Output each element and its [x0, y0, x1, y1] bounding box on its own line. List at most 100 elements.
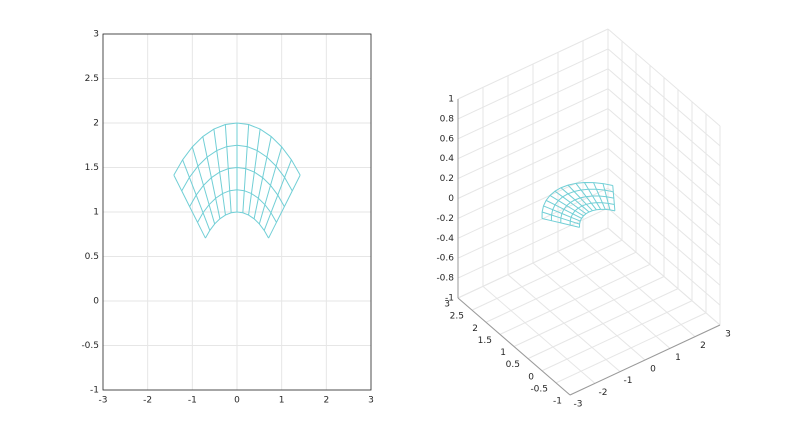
- axes-box: [102, 33, 372, 391]
- z-tick-label: -1: [445, 294, 454, 304]
- mesh-spoke: [224, 124, 232, 213]
- mesh-spoke: [602, 183, 611, 211]
- z-tick-label: 0.2: [440, 174, 454, 184]
- x-tick-label: 0: [234, 396, 240, 406]
- x-tick-label: -3: [99, 396, 108, 406]
- grid-line: [499, 263, 651, 335]
- mesh-spoke: [560, 187, 590, 213]
- mesh-spoke: [248, 128, 261, 216]
- y-tick-label: 0.5: [85, 252, 99, 262]
- z-tick-label: -0.4: [436, 234, 454, 244]
- grid-line: [607, 207, 721, 306]
- grid-line: [457, 68, 609, 140]
- y-tick-label: 2.5: [450, 312, 464, 322]
- y-tick-label: -0.5: [530, 384, 548, 394]
- y-tick-label: 1.5: [478, 336, 492, 346]
- grid-line: [607, 48, 721, 147]
- x-tick-label: 2: [700, 341, 706, 351]
- grid-line: [457, 147, 609, 219]
- grid-line: [457, 28, 609, 100]
- y-tick-label: -1: [90, 386, 99, 396]
- mesh-spoke: [543, 205, 581, 222]
- mesh-spoke: [541, 211, 580, 225]
- grid-line: [607, 28, 721, 127]
- mesh-spoke: [549, 195, 584, 217]
- grid-line: [527, 288, 679, 360]
- mesh-spoke: [612, 185, 616, 211]
- grid-line: [607, 88, 721, 187]
- grid-line: [541, 300, 693, 372]
- axis-line: [457, 297, 571, 396]
- x-tick-label: 3: [368, 396, 374, 406]
- grid-line: [607, 227, 721, 326]
- mesh-ring: [541, 182, 613, 219]
- z-tick-label: -0.6: [436, 254, 454, 264]
- z-tick-label: 0.6: [440, 134, 455, 144]
- grid-line: [457, 167, 609, 239]
- grid-line: [607, 187, 721, 286]
- grid-line: [607, 148, 721, 246]
- mesh-spoke: [253, 136, 272, 219]
- x-tick-label: 1: [675, 353, 681, 363]
- y-tick-label: 1: [93, 208, 99, 218]
- grid-line: [485, 251, 637, 323]
- grid-line: [457, 108, 609, 180]
- y-tick-label: 2: [472, 324, 478, 334]
- x-tick-label: 1: [279, 396, 285, 406]
- y-tick-label: 0: [93, 297, 99, 307]
- mesh-spoke: [173, 174, 206, 239]
- x-tick-label: -3: [574, 400, 583, 410]
- grid-line: [457, 227, 609, 299]
- grid-line: [607, 128, 721, 226]
- grid-line: [457, 128, 609, 199]
- y-tick-label: -1: [553, 397, 562, 407]
- mesh-spoke: [258, 146, 283, 225]
- mesh-spoke: [191, 146, 216, 225]
- x-tick-label: -1: [624, 376, 633, 386]
- x-tick-label: 2: [323, 396, 329, 406]
- y-tick-label: 3: [93, 30, 99, 40]
- z-tick-label: 0.8: [440, 114, 455, 124]
- z-tick-label: 0: [448, 194, 454, 204]
- mesh-spoke: [545, 199, 582, 219]
- y-tick-label: 3: [444, 300, 450, 310]
- mesh-spoke: [268, 174, 301, 239]
- x-tick-label: -1: [188, 396, 197, 406]
- grid-line: [457, 187, 609, 259]
- grid-line: [457, 88, 609, 160]
- mesh-spoke: [567, 184, 593, 212]
- mesh-spoke: [263, 159, 292, 231]
- y-tick-label: 2: [93, 119, 99, 129]
- mesh-spoke: [583, 182, 602, 210]
- grid-line: [471, 239, 623, 311]
- x-tick-label: -2: [143, 396, 152, 406]
- grid-line: [513, 276, 665, 347]
- y-tick-label: 2.5: [85, 74, 99, 84]
- y-tick-label: 1.5: [85, 163, 99, 173]
- grid-line: [607, 167, 721, 266]
- mesh-ring: [550, 188, 614, 221]
- grid-line: [457, 48, 609, 120]
- grid-line: [607, 68, 721, 167]
- mesh-spoke: [554, 190, 587, 215]
- mesh-spoke: [182, 159, 211, 231]
- x-tick-label: -2: [599, 388, 608, 398]
- grid-line: [457, 207, 609, 279]
- z-tick-label: -0.2: [436, 214, 454, 224]
- axis-line: [569, 324, 721, 396]
- mesh-spoke: [242, 124, 250, 213]
- z-tick-label: 1: [448, 95, 454, 105]
- grid-line: [607, 108, 721, 206]
- z-tick-label: 0.4: [440, 154, 455, 164]
- x-tick-label: 3: [725, 330, 731, 340]
- y-tick-label: -0.5: [81, 341, 99, 351]
- mesh-spoke: [213, 128, 226, 216]
- z-tick-label: -0.8: [436, 274, 454, 284]
- mesh-spoke: [575, 183, 597, 211]
- mesh-spoke: [593, 182, 606, 210]
- grid-line: [555, 312, 707, 384]
- y-tick-label: 1: [500, 348, 506, 358]
- y-tick-label: 0: [528, 372, 534, 382]
- mesh-spoke: [541, 217, 580, 228]
